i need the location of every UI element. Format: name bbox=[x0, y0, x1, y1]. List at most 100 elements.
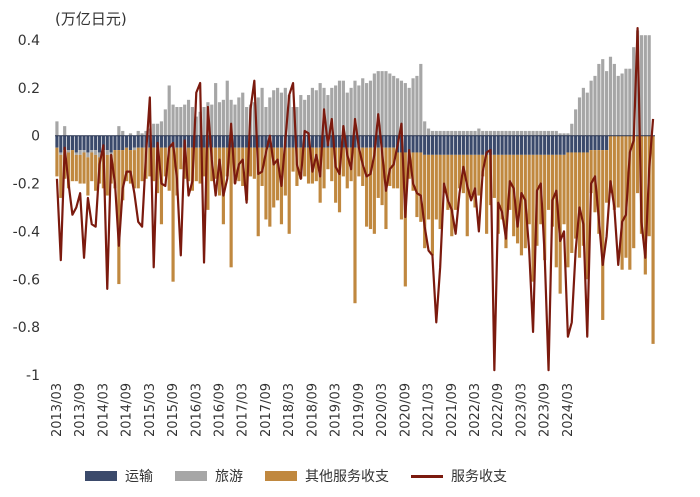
bar-travel bbox=[144, 130, 148, 136]
bar-transport bbox=[368, 135, 373, 148]
y-tick-label: 0.2 bbox=[18, 81, 40, 97]
bar-other bbox=[113, 150, 117, 189]
x-tick-label: 2022/03 bbox=[468, 383, 483, 437]
bar-transport bbox=[457, 135, 462, 155]
bar-transport bbox=[450, 135, 454, 155]
bar-transport bbox=[70, 135, 74, 151]
bar-other bbox=[558, 154, 562, 294]
legend-label-travel: 旅游 bbox=[215, 469, 243, 485]
bar-travel bbox=[186, 99, 191, 136]
bar-travel bbox=[365, 83, 369, 136]
bar-other bbox=[500, 154, 504, 220]
bar-travel bbox=[601, 59, 605, 136]
bar-other bbox=[454, 154, 458, 210]
bar-transport bbox=[179, 135, 183, 148]
bar-travel bbox=[562, 133, 566, 136]
bar-other bbox=[225, 147, 229, 177]
bar-other bbox=[527, 154, 531, 225]
bar-transport bbox=[66, 135, 71, 151]
bar-travel bbox=[438, 130, 442, 136]
bar-travel bbox=[508, 130, 512, 136]
x-tick-label: 2015/03 bbox=[143, 383, 158, 437]
bar-transport bbox=[392, 135, 396, 148]
bar-travel bbox=[473, 130, 477, 136]
bar-transport bbox=[384, 135, 388, 148]
bar-other bbox=[202, 147, 206, 177]
unit-label: (万亿日元) bbox=[55, 10, 127, 28]
bar-other bbox=[446, 154, 450, 210]
bar-other bbox=[303, 147, 307, 177]
bar-travel bbox=[523, 130, 527, 136]
bar-other bbox=[585, 152, 589, 280]
x-tick-label: 2018/09 bbox=[305, 383, 320, 437]
bar-transport bbox=[210, 135, 214, 148]
x-tick-label: 2023/09 bbox=[538, 383, 553, 437]
bar-travel bbox=[543, 130, 547, 136]
bar-travel bbox=[152, 123, 156, 136]
bar-transport bbox=[78, 135, 82, 151]
bar-transport bbox=[488, 135, 493, 155]
x-tick-label: 2016/03 bbox=[189, 383, 204, 437]
bar-transport bbox=[337, 135, 342, 148]
bar-transport bbox=[446, 135, 450, 155]
bar-other bbox=[504, 154, 508, 249]
bar-travel bbox=[159, 121, 164, 136]
bar-transport bbox=[477, 135, 481, 155]
bar-transport bbox=[407, 135, 411, 153]
bar-travel bbox=[171, 104, 175, 136]
bar-transport bbox=[198, 135, 202, 148]
bar-other bbox=[430, 154, 434, 256]
bar-travel bbox=[457, 130, 462, 136]
y-tick-label: -0.6 bbox=[13, 272, 40, 288]
bar-travel bbox=[426, 128, 431, 136]
bar-travel bbox=[291, 107, 295, 136]
bar-travel bbox=[454, 130, 458, 136]
bar-other bbox=[163, 147, 167, 177]
bar-other bbox=[496, 154, 500, 234]
bar-other bbox=[477, 154, 481, 196]
bar-other bbox=[546, 154, 551, 210]
bar-transport bbox=[132, 135, 136, 148]
bar-travel bbox=[167, 85, 171, 136]
bar-other bbox=[426, 154, 431, 220]
bar-transport bbox=[531, 135, 535, 155]
bar-travel bbox=[574, 109, 578, 136]
bar-transport bbox=[310, 135, 314, 148]
bar-transport bbox=[252, 135, 256, 148]
bar-transport bbox=[128, 135, 133, 151]
bar-transport bbox=[349, 135, 353, 148]
bar-other bbox=[272, 147, 276, 208]
bar-other bbox=[179, 147, 183, 170]
bar-transport bbox=[155, 135, 160, 148]
bar-travel bbox=[605, 71, 609, 136]
bar-transport bbox=[63, 135, 67, 151]
bar-transport bbox=[473, 135, 477, 155]
bar-other bbox=[194, 147, 198, 182]
bar-transport bbox=[287, 135, 291, 148]
bar-other bbox=[635, 135, 640, 194]
bar-other bbox=[256, 147, 260, 237]
bar-other bbox=[59, 154, 63, 198]
bar-travel bbox=[225, 80, 229, 136]
bar-other bbox=[167, 147, 171, 191]
bar-travel bbox=[450, 130, 454, 136]
bar-other bbox=[357, 147, 361, 177]
bar-other bbox=[597, 150, 601, 234]
bar-other bbox=[554, 154, 558, 268]
bar-other bbox=[70, 150, 74, 182]
bar-other bbox=[233, 147, 237, 184]
bar-transport bbox=[275, 135, 280, 148]
bar-other bbox=[411, 152, 415, 191]
bar-other bbox=[82, 152, 86, 184]
bar-travel bbox=[190, 107, 194, 136]
legend-swatch-transport bbox=[85, 471, 117, 481]
bar-other bbox=[128, 150, 133, 184]
bar-transport bbox=[496, 135, 500, 155]
bar-other bbox=[132, 150, 136, 189]
bar-other bbox=[171, 147, 175, 282]
bar-other bbox=[322, 147, 326, 189]
bar-other bbox=[562, 154, 566, 225]
bar-transport bbox=[90, 135, 94, 151]
x-tick-label: 2024/03 bbox=[561, 383, 576, 437]
bar-travel bbox=[519, 130, 524, 136]
